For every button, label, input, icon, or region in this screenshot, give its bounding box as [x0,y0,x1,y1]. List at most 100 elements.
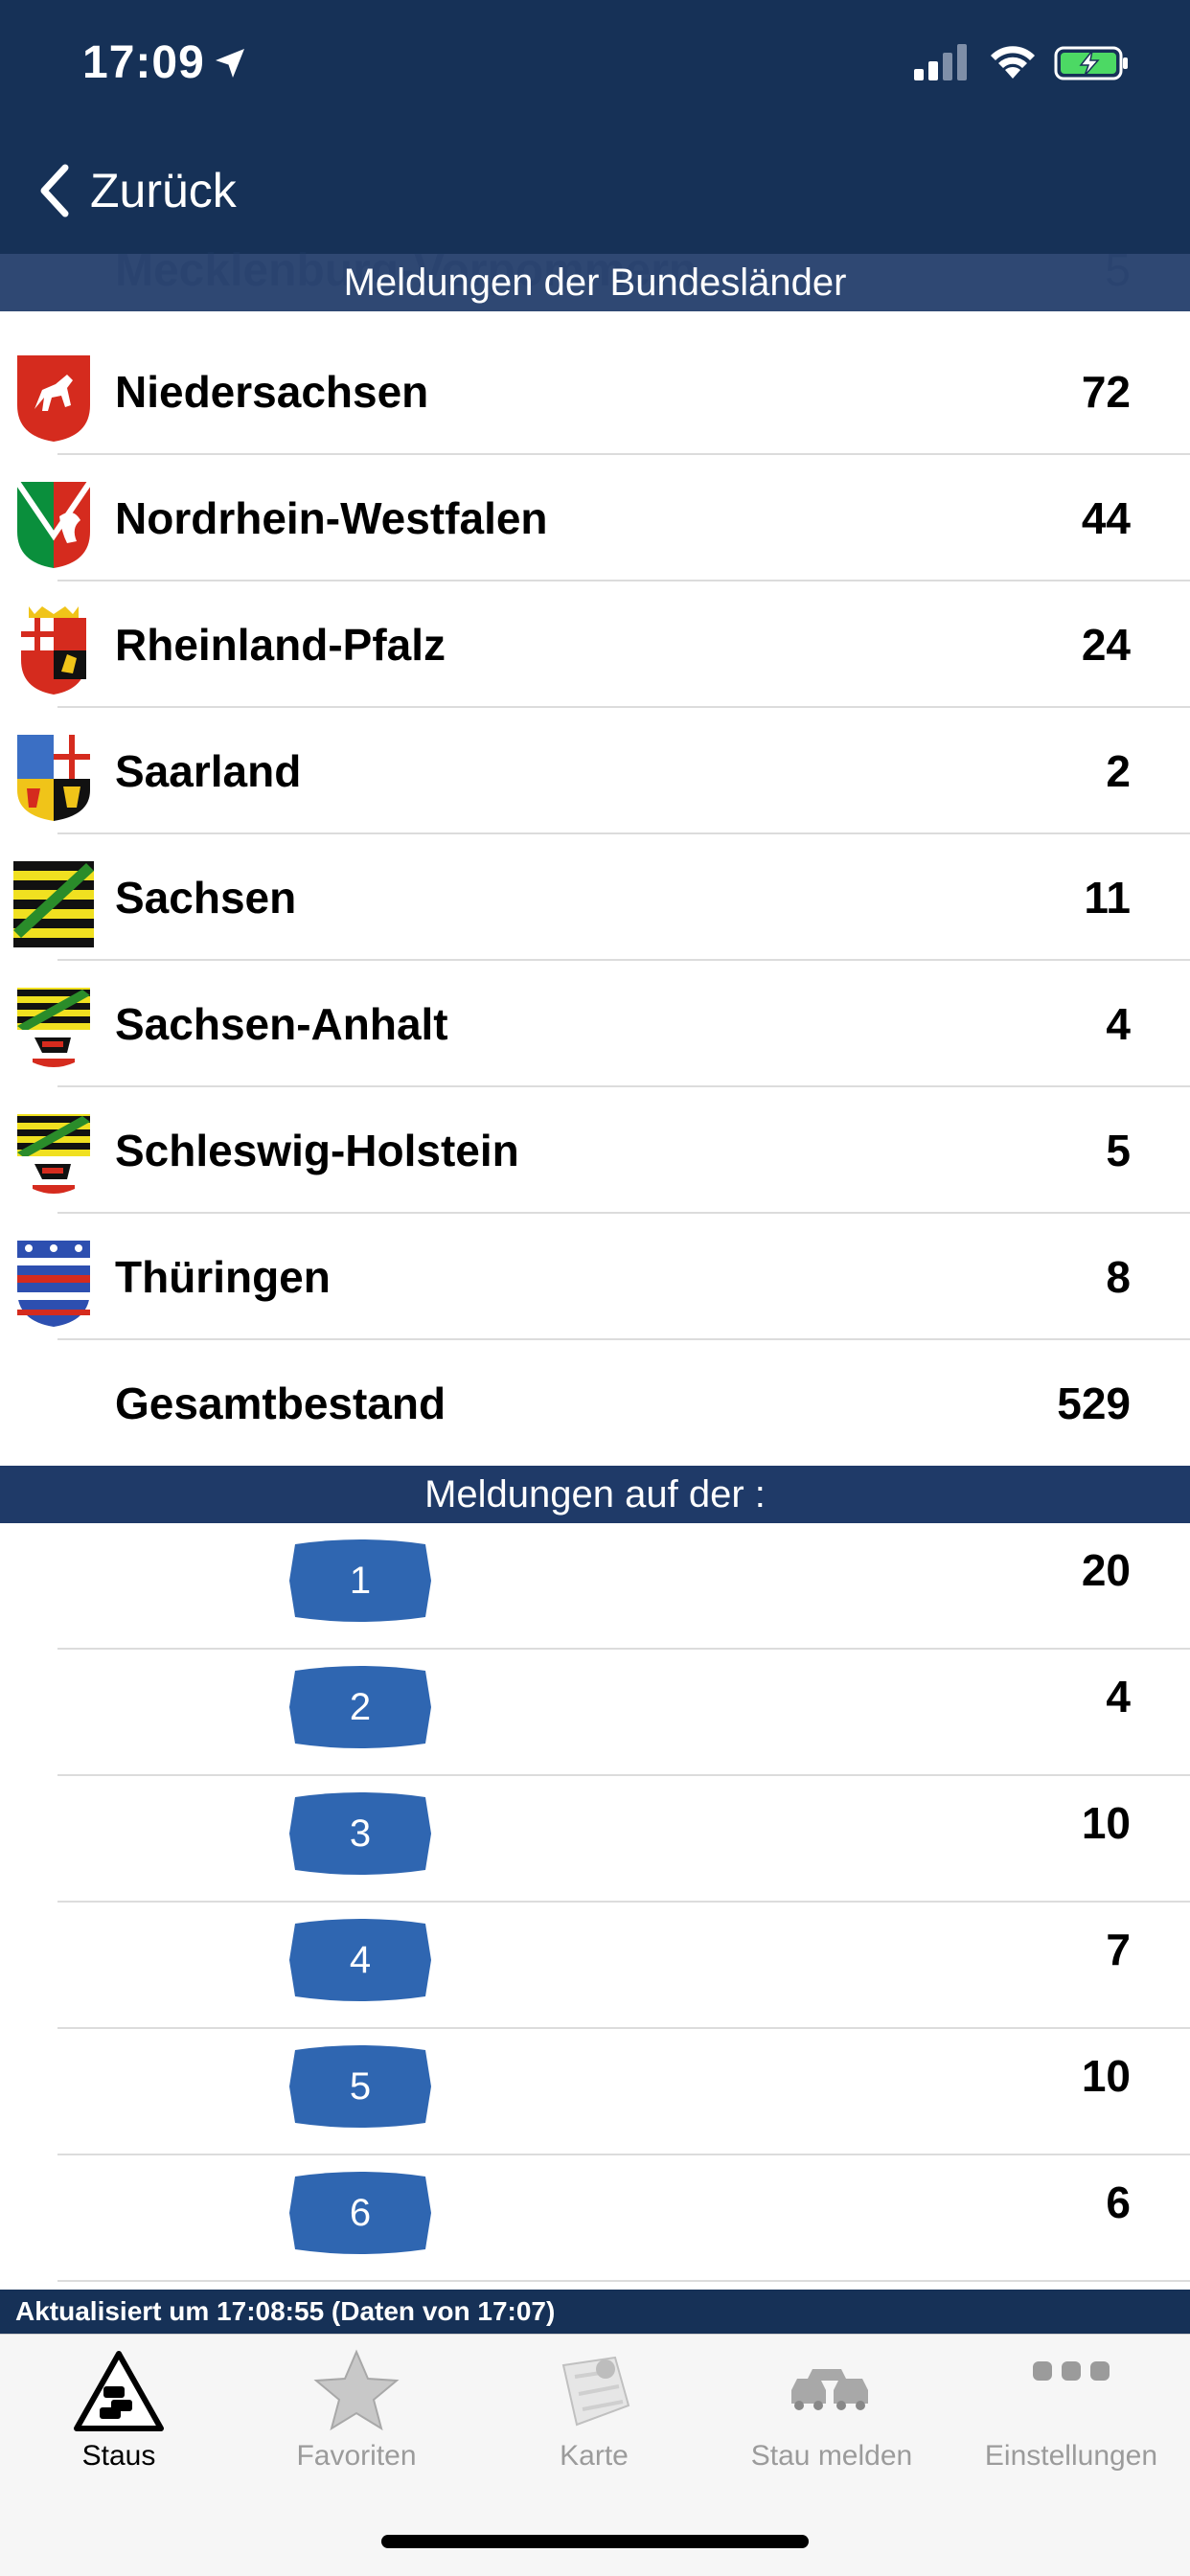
tab-label: Karte [560,2440,629,2472]
autobahn-number: 2 [349,1686,372,1728]
state-name: Niedersachsen [115,367,429,417]
autobahn-number: 3 [349,1812,372,1855]
sachsen-anhalt-crest-icon [17,988,90,1074]
autobahn-number: 6 [349,2192,372,2234]
state-name: Nordrhein-Westfalen [115,493,548,543]
tab-stau-melden[interactable]: Stau melden [713,2348,950,2482]
state-count: 8 [1106,1252,1131,1302]
autobahn-shield-icon: 2 [287,1663,433,1751]
row-divider [57,1648,1190,1650]
state-count: 11 [1084,873,1131,923]
state-name: Saarland [115,746,302,796]
row-divider [57,706,1190,708]
niedersachsen-crest-icon [17,355,90,442]
autobahn-row[interactable]: 4 7 [0,1903,1190,2029]
state-name: Schleswig-Holstein [115,1126,519,1175]
wifi-icon [991,46,1035,79]
home-indicator [381,2535,809,2548]
row-divider [57,2154,1190,2155]
state-row-niedersachsen[interactable]: Niedersachsen 72 [0,329,1190,455]
row-divider [57,2280,1190,2282]
tab-einstellungen[interactable]: Einstellungen [952,2348,1190,2482]
row-divider [57,959,1190,961]
state-count: 44 [1081,493,1131,543]
back-button[interactable]: Zurück [34,157,237,224]
state-row-schleswig-holstein[interactable]: Schleswig-Holstein 5 [0,1087,1190,1214]
map-icon [561,2356,630,2427]
autobahn-count: 6 [1106,2177,1131,2227]
total-row: Gesamtbestand 529 [0,1340,1190,1467]
thueringen-crest-icon [17,1241,90,1327]
saarland-crest-icon [17,735,90,821]
section-header-states: Meldungen der Bundesländer [0,254,1190,311]
tab-label: Staus [81,2440,156,2472]
tab-karte[interactable]: Karte [475,2348,713,2482]
total-label: Gesamtbestand [115,1379,446,1428]
back-label: Zurück [90,164,237,217]
autobahn-row[interactable]: 2 4 [0,1650,1190,1776]
autobahn-shield-icon: 5 [287,2042,433,2131]
row-divider [57,1774,1190,1776]
traffic-jam-sign-icon [74,2351,164,2431]
total-count: 529 [1057,1379,1131,1428]
autobahn-row[interactable]: 6 6 [0,2155,1190,2282]
status-bar: 17:09 [0,0,1190,134]
row-divider [57,453,1190,455]
state-name: Sachsen-Anhalt [115,999,448,1049]
tab-staus[interactable]: Staus [0,2348,238,2482]
autobahn-number: 4 [349,1939,372,1981]
cars-icon [791,2369,868,2410]
state-row-rheinland-pfalz[interactable]: Rheinland-Pfalz 24 [0,581,1190,708]
sachsen-crest-icon [13,861,94,947]
autobahn-shield-icon: 3 [287,1790,433,1878]
autobahn-count: 20 [1081,1545,1131,1595]
row-divider [57,832,1190,834]
autobahn-row[interactable]: 5 10 [0,2029,1190,2155]
state-count: 2 [1106,746,1131,796]
tab-favoriten[interactable]: Favoriten [238,2348,475,2482]
status-time: 17:09 [82,37,205,88]
row-divider [57,2027,1190,2029]
tab-label: Favoriten [296,2440,417,2472]
navigation-bar [0,134,1190,254]
rlp-crest-icon [21,606,86,695]
row-divider [57,1212,1190,1214]
state-count: 72 [1081,367,1131,417]
autobahn-count: 10 [1081,2051,1131,2101]
state-name: Rheinland-Pfalz [115,620,446,670]
more-dots-icon [1033,2361,1110,2381]
state-count: 5 [1106,1126,1131,1175]
battery-charging-icon [1054,46,1128,80]
autobahn-shield-icon: 1 [287,1537,433,1625]
update-status: Aktualisiert um 17:08:55 (Daten von 17:0… [0,2290,1190,2334]
autobahn-shield-icon: 4 [287,1916,433,2004]
state-row-thueringen[interactable]: Thüringen 8 [0,1214,1190,1340]
state-name: Sachsen [115,873,297,923]
autobahn-row[interactable]: 3 10 [0,1776,1190,1903]
autobahn-count: 7 [1106,1925,1131,1974]
autobahn-number: 5 [349,2065,372,2108]
autobahn-count: 4 [1106,1672,1131,1721]
state-count: 24 [1081,620,1131,670]
autobahn-row[interactable]: 1 20 [0,1523,1190,1650]
autobahn-shield-icon: 6 [287,2169,433,2257]
state-count: 4 [1106,999,1131,1049]
row-divider [57,580,1190,581]
star-icon [313,2349,400,2431]
row-divider [57,1085,1190,1087]
tab-label: Stau melden [750,2440,913,2472]
nrw-crest-icon [14,480,93,568]
location-arrow-icon [216,49,244,78]
state-name: Thüringen [115,1252,331,1302]
autobahn-number: 1 [349,1560,372,1602]
state-row-sachsen[interactable]: Sachsen 11 [0,834,1190,961]
state-row-sachsen-anhalt[interactable]: Sachsen-Anhalt 4 [0,961,1190,1087]
schleswig-holstein-crest-icon [17,1114,90,1200]
row-divider [57,1338,1190,1340]
state-row-nordrhein-westfalen[interactable]: Nordrhein-Westfalen 44 [0,455,1190,581]
section-header-autobahn: Meldungen auf der : [0,1466,1190,1523]
autobahn-count: 10 [1081,1798,1131,1848]
state-row-saarland[interactable]: Saarland 2 [0,708,1190,834]
chevron-left-icon [40,164,69,217]
tab-label: Einstellungen [984,2440,1158,2472]
